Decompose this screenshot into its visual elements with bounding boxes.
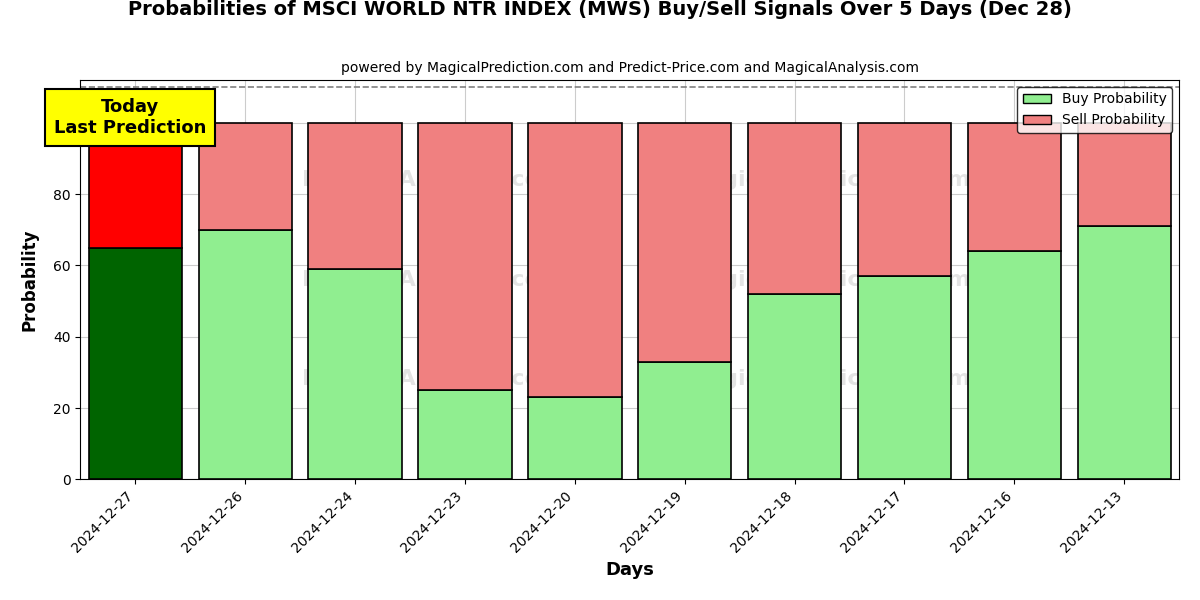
Bar xyxy=(1078,226,1171,479)
Bar xyxy=(528,123,622,397)
Bar xyxy=(748,123,841,294)
X-axis label: Days: Days xyxy=(605,561,654,579)
Text: MagicalAnalysis.com: MagicalAnalysis.com xyxy=(301,170,563,190)
Text: MagicalPrediction.com: MagicalPrediction.com xyxy=(685,269,971,290)
Text: MagicalPrediction.com: MagicalPrediction.com xyxy=(685,370,971,389)
Text: Probabilities of MSCI WORLD NTR INDEX (MWS) Buy/Sell Signals Over 5 Days (Dec 28: Probabilities of MSCI WORLD NTR INDEX (M… xyxy=(128,0,1072,19)
Bar xyxy=(89,123,182,248)
Text: MagicalAnalysis.com: MagicalAnalysis.com xyxy=(301,370,563,389)
Bar xyxy=(967,251,1061,479)
Legend: Buy Probability, Sell Probability: Buy Probability, Sell Probability xyxy=(1018,87,1172,133)
Bar xyxy=(638,362,732,479)
Bar xyxy=(748,294,841,479)
Bar xyxy=(1078,123,1171,226)
Bar xyxy=(528,397,622,479)
Text: Today
Last Prediction: Today Last Prediction xyxy=(54,98,206,137)
Bar xyxy=(89,248,182,479)
Bar xyxy=(638,123,732,362)
Bar xyxy=(858,123,952,276)
Text: MagicalPrediction.com: MagicalPrediction.com xyxy=(685,170,971,190)
Bar xyxy=(308,269,402,479)
Bar xyxy=(419,123,511,390)
Y-axis label: Probability: Probability xyxy=(20,229,38,331)
Title: powered by MagicalPrediction.com and Predict-Price.com and MagicalAnalysis.com: powered by MagicalPrediction.com and Pre… xyxy=(341,61,919,74)
Bar xyxy=(419,390,511,479)
Bar xyxy=(198,123,292,230)
Bar xyxy=(967,123,1061,251)
Text: MagicalAnalysis.com: MagicalAnalysis.com xyxy=(301,269,563,290)
Bar xyxy=(858,276,952,479)
Bar xyxy=(198,230,292,479)
Bar xyxy=(308,123,402,269)
